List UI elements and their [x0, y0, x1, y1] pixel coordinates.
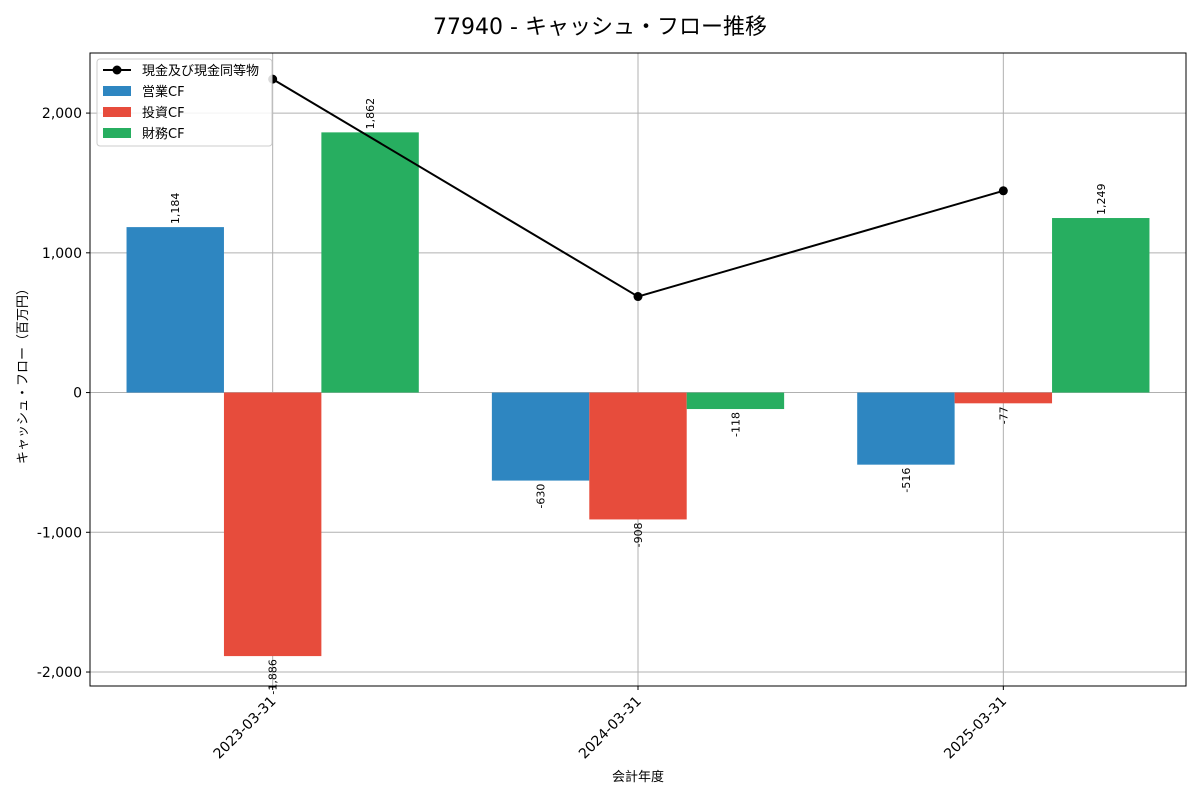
x-axis-ticks: 2023-03-31 2024-03-31 2025-03-31: [211, 686, 1010, 763]
legend-frame: [96, 58, 273, 147]
legend-swatch-投資CF: [103, 107, 131, 117]
legend-swatch-財務CF: [103, 128, 131, 138]
bar-財務CF-2023-03-31: [321, 132, 419, 393]
bar-投資CF-2024-03-31: [589, 392, 687, 520]
y-axis-label: キャッシュ・フロー（百万円）: [16, 282, 31, 464]
cash-point-2024-03-31: [633, 292, 643, 302]
legend-label-投資CF: 投資CF: [142, 105, 185, 121]
bars: [126, 132, 1150, 657]
y-tick-label: -2,000: [37, 665, 82, 681]
bar-label-財務CF-2023-03-31: 1,862: [364, 98, 377, 130]
bar-営業CF-2023-03-31: [126, 227, 224, 393]
bar-label-財務CF-2025-03-31: 1,249: [1095, 184, 1108, 216]
legend-swatch-営業CF: [103, 86, 131, 96]
bar-投資CF-2025-03-31: [954, 392, 1053, 404]
cash-point-2025-03-31: [998, 186, 1008, 196]
bar-label-財務CF-2024-03-31: -118: [729, 412, 742, 437]
bar-営業CF-2025-03-31: [857, 392, 955, 465]
bar-label-営業CF-2023-03-31: 1,184: [169, 193, 182, 225]
chart-title: 77940 - キャッシュ・フロー推移: [433, 15, 767, 40]
bar-label-営業CF-2025-03-31: -516: [900, 468, 913, 493]
x-axis-label: 会計年度: [612, 769, 664, 785]
legend-label-財務CF: 財務CF: [142, 127, 185, 142]
y-tick-label: -1,000: [37, 525, 82, 541]
bar-label-営業CF-2024-03-31: -630: [535, 484, 548, 509]
legend-label-営業CF: 営業CF: [142, 84, 185, 100]
y-axis-ticks: -2,000 -1,000 0 1,000 2,000: [37, 106, 90, 681]
legend-line-marker: [112, 65, 122, 75]
bar-営業CF-2024-03-31: [491, 392, 590, 481]
y-tick-label: 1,000: [42, 246, 82, 262]
bar-label-投資CF-2024-03-31: -908: [632, 522, 645, 547]
bar-財務CF-2024-03-31: [686, 392, 785, 410]
x-tick-label: 2024-03-31: [576, 694, 645, 763]
legend-label-cash: 現金及び現金同等物: [142, 63, 259, 79]
bar-投資CF-2023-03-31: [223, 392, 322, 657]
y-tick-label: 0: [73, 386, 82, 402]
x-tick-label: 2023-03-31: [211, 694, 280, 763]
bar-財務CF-2025-03-31: [1052, 218, 1150, 393]
y-tick-label: 2,000: [42, 106, 82, 122]
bar-label-投資CF-2025-03-31: -77: [997, 406, 1010, 424]
x-tick-label: 2025-03-31: [941, 694, 1010, 763]
